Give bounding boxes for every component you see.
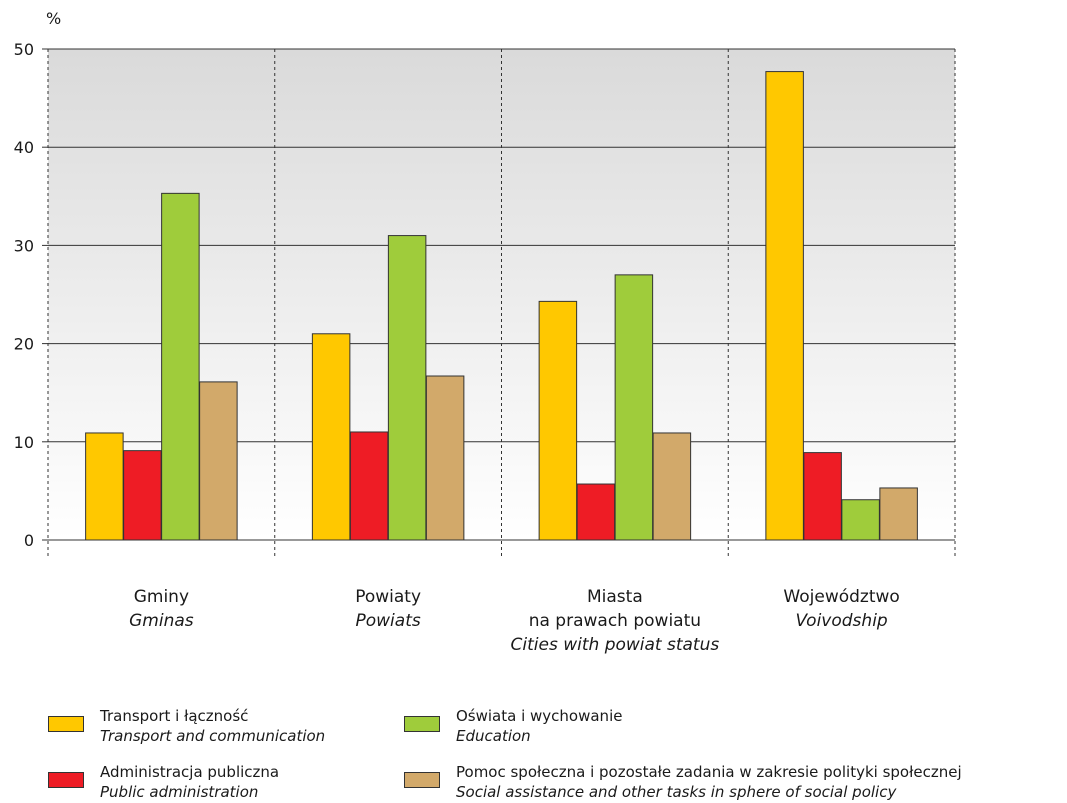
x-category-label: Województwo (783, 587, 899, 607)
bar (841, 499, 880, 541)
bar (652, 432, 692, 541)
x-category-label: na prawach powiatu (529, 611, 701, 631)
legend-swatch (48, 772, 84, 788)
x-category-label-en: Powiats (356, 611, 421, 631)
legend-label: Pomoc społeczna i pozostałe zadania w za… (456, 763, 962, 781)
bar (123, 450, 162, 541)
x-category-label: Miasta (587, 587, 643, 607)
bar (614, 274, 654, 541)
y-tick-label: 10 (14, 433, 34, 452)
bars (85, 71, 918, 541)
bar (311, 333, 351, 541)
bar (425, 375, 465, 541)
bar-chart: 0 10 20 30 40 50% Gminy Gminas Powiaty Powiats Mia… (14, 9, 956, 655)
x-category-label-en: Gminas (129, 611, 194, 631)
legend-label: Transport i łączność (100, 707, 249, 725)
bar (85, 432, 124, 541)
legend-swatch (404, 772, 440, 788)
legend-swatch (404, 716, 440, 732)
legend: Transport i łączność Transport and commu… (0, 700, 1067, 802)
legend-label-en: Education (456, 727, 531, 745)
legend-label: Administracja publiczna (100, 763, 280, 781)
y-tick-label: 0 (24, 531, 34, 550)
legend-item-social: Pomoc społeczna i pozostałe zadania w za… (404, 762, 962, 802)
bar (161, 192, 200, 541)
bar (879, 487, 918, 541)
x-category-label: Powiaty (355, 587, 421, 607)
y-tick-label: 50 (14, 40, 34, 59)
legend-label-en: Public administration (100, 783, 259, 801)
legend-item-education: Oświata i wychowanie Education (404, 706, 622, 746)
legend-label-en: Transport and communication (100, 727, 326, 745)
y-axis-unit: % (46, 9, 61, 28)
legend-item-administration: Administracja publiczna Public administr… (48, 762, 279, 802)
bar (387, 235, 427, 541)
legend-label: Oświata i wychowanie (456, 707, 623, 725)
y-tick-label: 40 (14, 138, 34, 157)
x-category-label-en: Voivodship (796, 611, 888, 631)
bar (349, 431, 389, 541)
legend-item-transport: Transport i łączność Transport and commu… (48, 706, 325, 746)
bar (538, 300, 578, 541)
x-category-label: Gminy (134, 587, 189, 607)
y-tick-label: 30 (14, 236, 34, 255)
y-tick-label: 20 (14, 335, 34, 354)
bar (803, 452, 842, 541)
bar (765, 71, 804, 541)
bar (576, 483, 616, 541)
x-category-label-en: Cities with powiat status (511, 635, 720, 655)
legend-swatch (48, 716, 84, 732)
legend-label-en: Social assistance and other tasks in sph… (456, 783, 897, 801)
bar (199, 381, 238, 541)
axes (42, 48, 956, 558)
labels: 0 10 20 30 40 50% Gminy Gminas Powiaty Powiats Mia… (14, 9, 900, 655)
